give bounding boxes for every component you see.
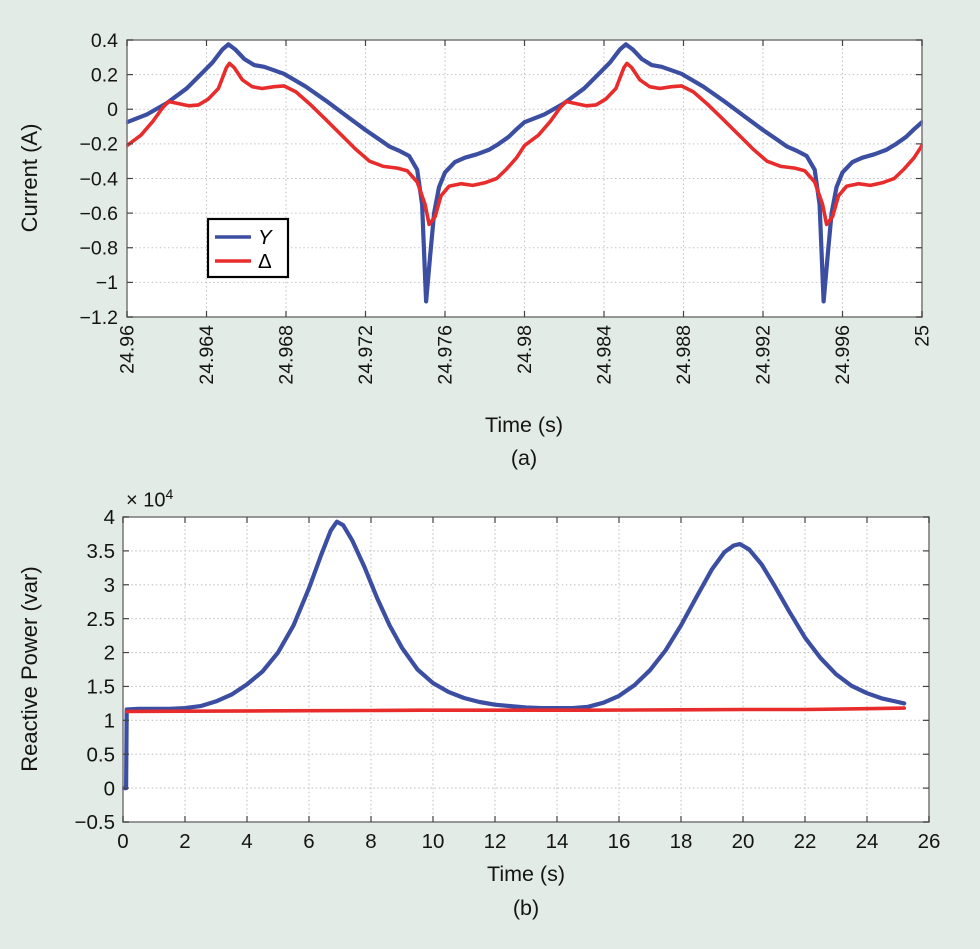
svg-text:1.5: 1.5 bbox=[87, 676, 116, 699]
plot-area-b bbox=[123, 517, 929, 822]
legend-box bbox=[206, 217, 290, 279]
svg-text:4: 4 bbox=[241, 830, 252, 853]
svg-text:2: 2 bbox=[104, 642, 115, 665]
series-group-a bbox=[126, 42, 923, 304]
axes-frame-b bbox=[122, 516, 930, 823]
svg-text:−0.5: −0.5 bbox=[75, 811, 115, 834]
tick-labels-a: 24.96 24.964 24.968 24.972 24.976 24.98 24.984… bbox=[80, 30, 934, 385]
svg-text:1: 1 bbox=[104, 710, 115, 733]
svg-text:−0.6: −0.6 bbox=[80, 203, 119, 225]
svg-text:16: 16 bbox=[608, 830, 631, 853]
svg-text:−1: −1 bbox=[96, 272, 118, 294]
svg-text:0.4: 0.4 bbox=[91, 30, 118, 52]
svg-text:10: 10 bbox=[422, 830, 445, 853]
svg-text:24.988: 24.988 bbox=[673, 325, 695, 385]
tick-marks-a bbox=[126, 39, 923, 318]
svg-text:2: 2 bbox=[179, 830, 190, 853]
x-axis-label-a: Time (s) bbox=[484, 413, 564, 437]
svg-text:14: 14 bbox=[546, 830, 569, 853]
svg-text:0: 0 bbox=[117, 830, 128, 853]
series-Δ bbox=[124, 706, 907, 714]
series-Y bbox=[126, 42, 923, 304]
tick-labels-b: 0 2 4 6 8 10 12 14 16 18 20 22 24 2643.532.521.510.50… bbox=[75, 506, 941, 853]
x-axis-label-b: Time (s) bbox=[486, 862, 566, 886]
svg-text:24: 24 bbox=[856, 830, 879, 853]
svg-text:24.996: 24.996 bbox=[832, 325, 854, 385]
svg-text:24.976: 24.976 bbox=[434, 325, 456, 385]
offset-exponent: 4 bbox=[165, 486, 174, 502]
legend-label-Y: Y bbox=[258, 226, 273, 249]
svg-text:8: 8 bbox=[365, 830, 376, 853]
svg-text:6: 6 bbox=[303, 830, 314, 853]
svg-text:24.964: 24.964 bbox=[196, 325, 218, 385]
caption-a: (a) bbox=[510, 446, 538, 470]
svg-text:−0.4: −0.4 bbox=[80, 168, 119, 190]
svg-text:0.2: 0.2 bbox=[91, 64, 118, 86]
series-Y bbox=[122, 519, 907, 791]
y-axis-label-a: Current (A) bbox=[17, 123, 42, 233]
offset-base: × 10 bbox=[126, 489, 166, 512]
series-Δ bbox=[126, 61, 923, 227]
svg-text:24.984: 24.984 bbox=[593, 325, 615, 385]
svg-text:24.98: 24.98 bbox=[514, 325, 536, 374]
svg-text:24.972: 24.972 bbox=[355, 325, 377, 385]
svg-text:12: 12 bbox=[484, 830, 507, 853]
svg-text:20: 20 bbox=[732, 830, 755, 853]
svg-text:2.5: 2.5 bbox=[87, 608, 116, 631]
svg-text:−1.2: −1.2 bbox=[80, 307, 119, 329]
svg-text:−0.2: −0.2 bbox=[80, 134, 119, 156]
svg-text:24.96: 24.96 bbox=[116, 325, 138, 374]
svg-text:4: 4 bbox=[104, 506, 115, 529]
svg-text:26: 26 bbox=[918, 830, 941, 853]
chart-panel-b: 0 2 4 6 8 10 12 14 16 18 20 22 24 2643.532.521.510.50… bbox=[75, 506, 941, 853]
legend-label-Δ: Δ bbox=[258, 250, 272, 273]
chart-panel-a: 24.96 24.964 24.968 24.972 24.976 24.98 24.984… bbox=[80, 30, 934, 385]
caption-b: (b) bbox=[512, 896, 540, 920]
svg-text:−0.8: −0.8 bbox=[80, 238, 119, 260]
y-axis-label-b: Reactive Power (var) bbox=[17, 566, 42, 772]
svg-text:24.992: 24.992 bbox=[752, 325, 774, 385]
tick-marks-b bbox=[122, 516, 930, 823]
svg-text:3.5: 3.5 bbox=[87, 540, 116, 563]
svg-text:24.968: 24.968 bbox=[275, 325, 297, 385]
series-group-b bbox=[122, 519, 907, 791]
svg-text:25: 25 bbox=[911, 325, 933, 347]
y-axis-offset-label: × 104 bbox=[126, 486, 173, 513]
grid-b bbox=[123, 517, 929, 822]
svg-text:0: 0 bbox=[107, 99, 118, 121]
svg-text:0: 0 bbox=[104, 777, 115, 800]
legend: YΔ bbox=[206, 217, 290, 279]
svg-text:18: 18 bbox=[670, 830, 693, 853]
svg-text:3: 3 bbox=[104, 574, 115, 597]
svg-text:0.5: 0.5 bbox=[87, 743, 116, 766]
svg-text:22: 22 bbox=[794, 830, 817, 853]
